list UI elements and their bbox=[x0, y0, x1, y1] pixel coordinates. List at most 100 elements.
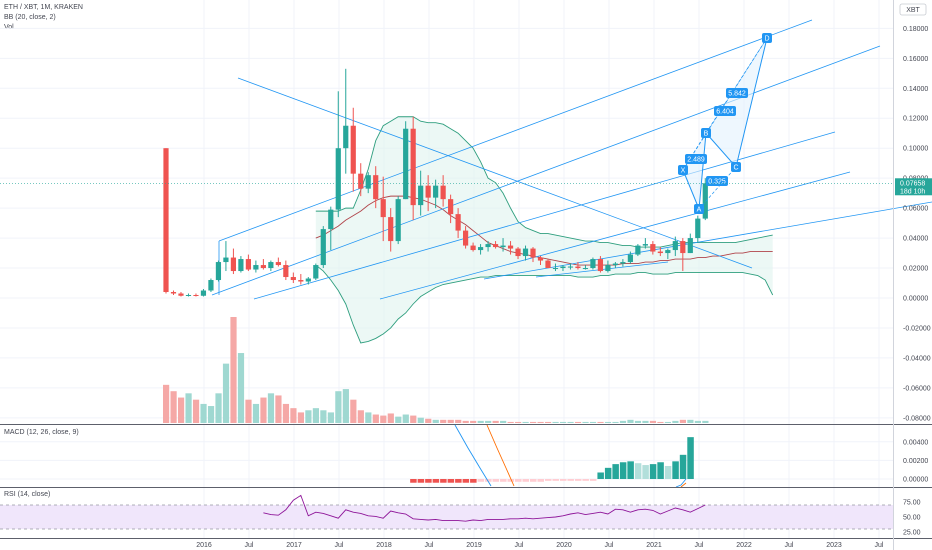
pattern-point-marker bbox=[701, 128, 711, 138]
macd-histogram-bar bbox=[642, 465, 649, 479]
bb-indicator-label[interactable]: BB (20, close, 2) bbox=[4, 14, 56, 21]
x-tick-label: 2023 bbox=[826, 542, 842, 549]
pattern-ratio-box bbox=[685, 154, 707, 164]
volume-bar bbox=[207, 406, 215, 423]
candle-body bbox=[567, 266, 574, 268]
volume-bar bbox=[492, 420, 499, 423]
volume-bar bbox=[694, 420, 701, 423]
pattern-ratio-label: 0.325 bbox=[708, 179, 726, 186]
trend-line bbox=[218, 19, 813, 242]
candle-body bbox=[313, 265, 319, 279]
x-tick-label: 2017 bbox=[286, 542, 302, 549]
candle-body bbox=[642, 244, 648, 246]
candle-body bbox=[268, 262, 274, 269]
candle-body bbox=[215, 262, 222, 281]
y-tick-label: -0.06000 bbox=[903, 385, 931, 392]
candle-body bbox=[612, 263, 618, 266]
pattern-point-marker bbox=[694, 204, 704, 214]
volume-bar bbox=[515, 421, 522, 423]
candle-body bbox=[627, 254, 633, 263]
macd-histogram-bar bbox=[485, 479, 492, 482]
candle-body bbox=[343, 125, 349, 149]
candle-body bbox=[470, 245, 476, 251]
macd-histogram-bar bbox=[552, 479, 559, 481]
volume-bar bbox=[664, 421, 672, 423]
volume-bar bbox=[252, 403, 260, 423]
candle-body bbox=[305, 278, 311, 282]
candle-body bbox=[597, 259, 604, 272]
macd-signal-line bbox=[486, 424, 515, 487]
x-tick-label: 2019 bbox=[466, 542, 482, 549]
candle-body bbox=[575, 266, 581, 269]
volume-bars bbox=[163, 317, 709, 423]
x-tick-label: Jul bbox=[605, 542, 614, 549]
candle-body bbox=[545, 260, 551, 269]
candle-body bbox=[320, 229, 326, 266]
y-tick-label: 0.12000 bbox=[903, 116, 928, 123]
volume-bar bbox=[372, 414, 379, 423]
candle-body bbox=[702, 183, 708, 219]
volume-bar bbox=[634, 420, 642, 423]
volume-bar bbox=[477, 420, 484, 423]
macd-histogram-bar bbox=[522, 479, 530, 482]
candle-body bbox=[403, 128, 409, 200]
candle-body bbox=[245, 259, 251, 270]
volume-bar bbox=[192, 399, 200, 423]
volume-bar bbox=[582, 421, 589, 423]
candle-body bbox=[492, 244, 499, 248]
trend-line bbox=[379, 171, 851, 300]
candle-body bbox=[440, 185, 446, 200]
candle-body bbox=[680, 241, 686, 254]
candle-body bbox=[193, 295, 199, 297]
candle-body bbox=[238, 259, 244, 272]
candle-body bbox=[230, 257, 237, 272]
macd-histogram-bar bbox=[492, 479, 500, 482]
volume-bar bbox=[537, 421, 544, 423]
pattern-point-label: X bbox=[681, 168, 686, 175]
volume-bar bbox=[305, 410, 312, 423]
symbol-title[interactable]: ETH / XBT, 1M, KRAKEN bbox=[4, 4, 83, 11]
macd-histogram-bar bbox=[410, 479, 417, 483]
candle-body bbox=[590, 259, 596, 269]
volume-bar bbox=[380, 415, 387, 423]
candle-body bbox=[283, 265, 289, 278]
pattern-fill-bcd bbox=[706, 38, 767, 167]
candle-body bbox=[350, 125, 356, 174]
volume-bar bbox=[387, 413, 394, 423]
volume-bar bbox=[567, 421, 574, 423]
volume-bar bbox=[215, 393, 222, 423]
volume-bar bbox=[222, 363, 230, 423]
rsi-line bbox=[263, 494, 706, 522]
currency-badge[interactable]: XBT bbox=[899, 3, 927, 16]
pattern-point-marker bbox=[731, 162, 741, 172]
pattern-point-marker bbox=[762, 33, 772, 43]
x-tick-label: Jul bbox=[245, 542, 254, 549]
volume-bar bbox=[589, 421, 597, 423]
volume-bar bbox=[612, 421, 619, 423]
volume-bar bbox=[687, 419, 694, 423]
macd-y-tick: 0.00000 bbox=[903, 477, 928, 484]
volume-bar bbox=[672, 420, 679, 423]
volume-bar bbox=[500, 420, 507, 423]
harmonic-pattern[interactable]: X A B C D 0.325 2.489 6.404 5.842 bbox=[678, 33, 772, 214]
candle-body bbox=[433, 185, 439, 198]
volume-bar bbox=[320, 410, 327, 423]
macd-label[interactable]: MACD (12, 26, close, 9) bbox=[4, 429, 79, 436]
x-tick-label: Jul bbox=[425, 542, 434, 549]
volume-indicator-label[interactable]: Vol bbox=[4, 24, 14, 31]
volume-bar bbox=[507, 421, 514, 423]
candle-body bbox=[515, 248, 521, 257]
volume-bar bbox=[357, 410, 364, 423]
last-price-value: 0.07658 bbox=[900, 180, 925, 187]
candle-body bbox=[665, 250, 671, 254]
rsi-pane: 75.00 50.00 25.00 bbox=[0, 494, 921, 537]
volume-bar bbox=[702, 420, 709, 423]
macd-histogram-bar bbox=[687, 437, 694, 479]
volume-bar bbox=[417, 417, 424, 423]
bb-basis bbox=[315, 195, 773, 266]
rsi-label[interactable]: RSI (14, close) bbox=[4, 491, 50, 498]
candle-body bbox=[290, 277, 296, 281]
candle-body bbox=[208, 280, 214, 291]
candle-body bbox=[395, 199, 401, 242]
